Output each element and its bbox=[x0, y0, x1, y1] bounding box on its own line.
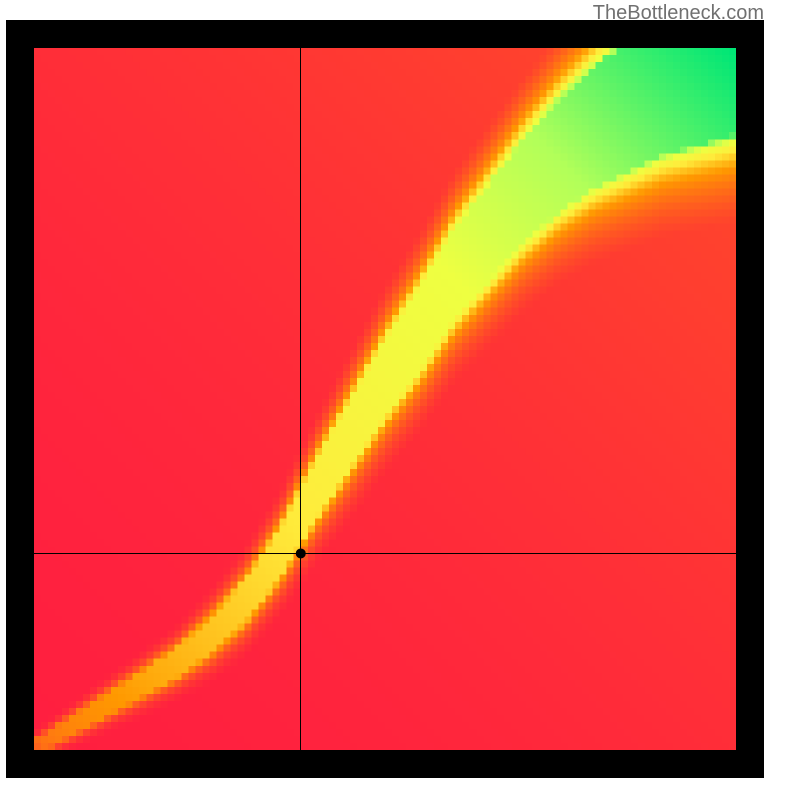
heatmap-plot-area bbox=[34, 48, 736, 750]
watermark-text: TheBottleneck.com bbox=[593, 2, 764, 25]
crosshair-marker bbox=[34, 48, 736, 750]
chart-container: TheBottleneck.com bbox=[0, 0, 800, 800]
chart-frame bbox=[6, 20, 764, 778]
